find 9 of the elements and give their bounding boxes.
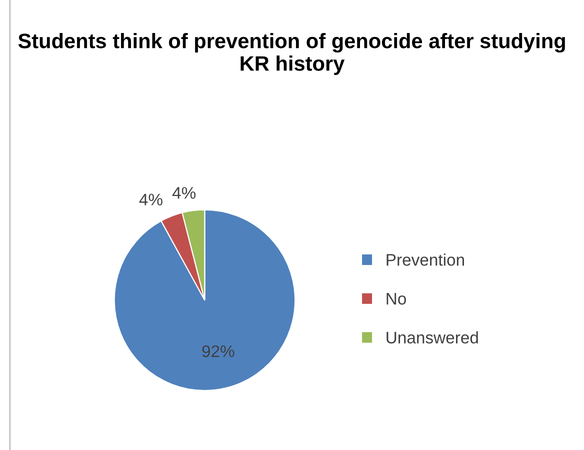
data-label: 4%: [139, 194, 162, 206]
legend-label: Prevention: [386, 254, 464, 266]
legend-label: No: [386, 292, 406, 305]
pie-slice: [114, 209, 296, 392]
legend-label: Unanswered: [386, 331, 478, 344]
data-label: 4%: [172, 187, 196, 199]
data-label: 92%: [202, 345, 234, 358]
pie-slice: [160, 212, 206, 301]
chart-title: Students think of prevention of genocide after studying KR history: [18, 33, 565, 75]
